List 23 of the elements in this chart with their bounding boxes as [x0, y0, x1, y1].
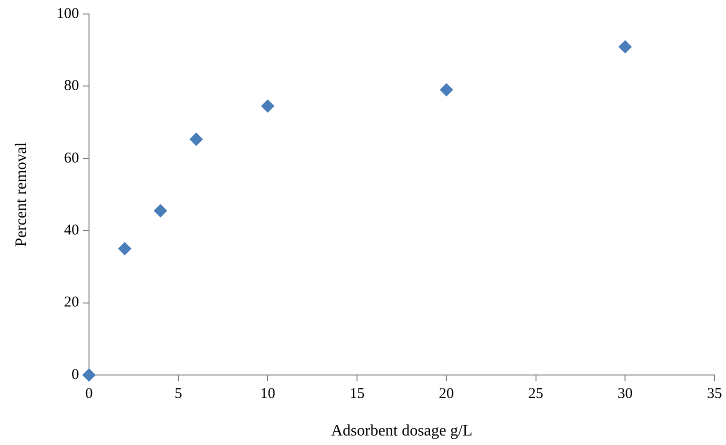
point [154, 204, 167, 218]
x-tick-label: 35 [707, 386, 722, 402]
point [190, 132, 203, 146]
x-tick-label: 30 [618, 386, 633, 402]
x-axis-title: Adsorbent dosage g/L [331, 422, 472, 440]
x-tick-label: 15 [350, 386, 365, 402]
y-tick-label: 0 [72, 366, 79, 383]
y-tick-label: 20 [64, 294, 79, 311]
point [261, 100, 274, 113]
y-tick-label: 100 [56, 6, 79, 22]
point [440, 83, 453, 96]
x-tick-label: 25 [528, 386, 544, 402]
x-tick-label: 10 [260, 386, 276, 402]
y-tick-label: 60 [64, 150, 79, 166]
x-tick-label: 0 [85, 386, 93, 402]
y-axis-title: Percent removal [12, 142, 30, 247]
point [618, 40, 632, 54]
x-tick-label: 5 [174, 386, 182, 402]
point [82, 368, 96, 382]
point [118, 242, 132, 256]
y-tick-label: 40 [64, 222, 79, 239]
x-tick-label: 20 [438, 386, 454, 402]
y-tick-label: 80 [64, 78, 79, 94]
